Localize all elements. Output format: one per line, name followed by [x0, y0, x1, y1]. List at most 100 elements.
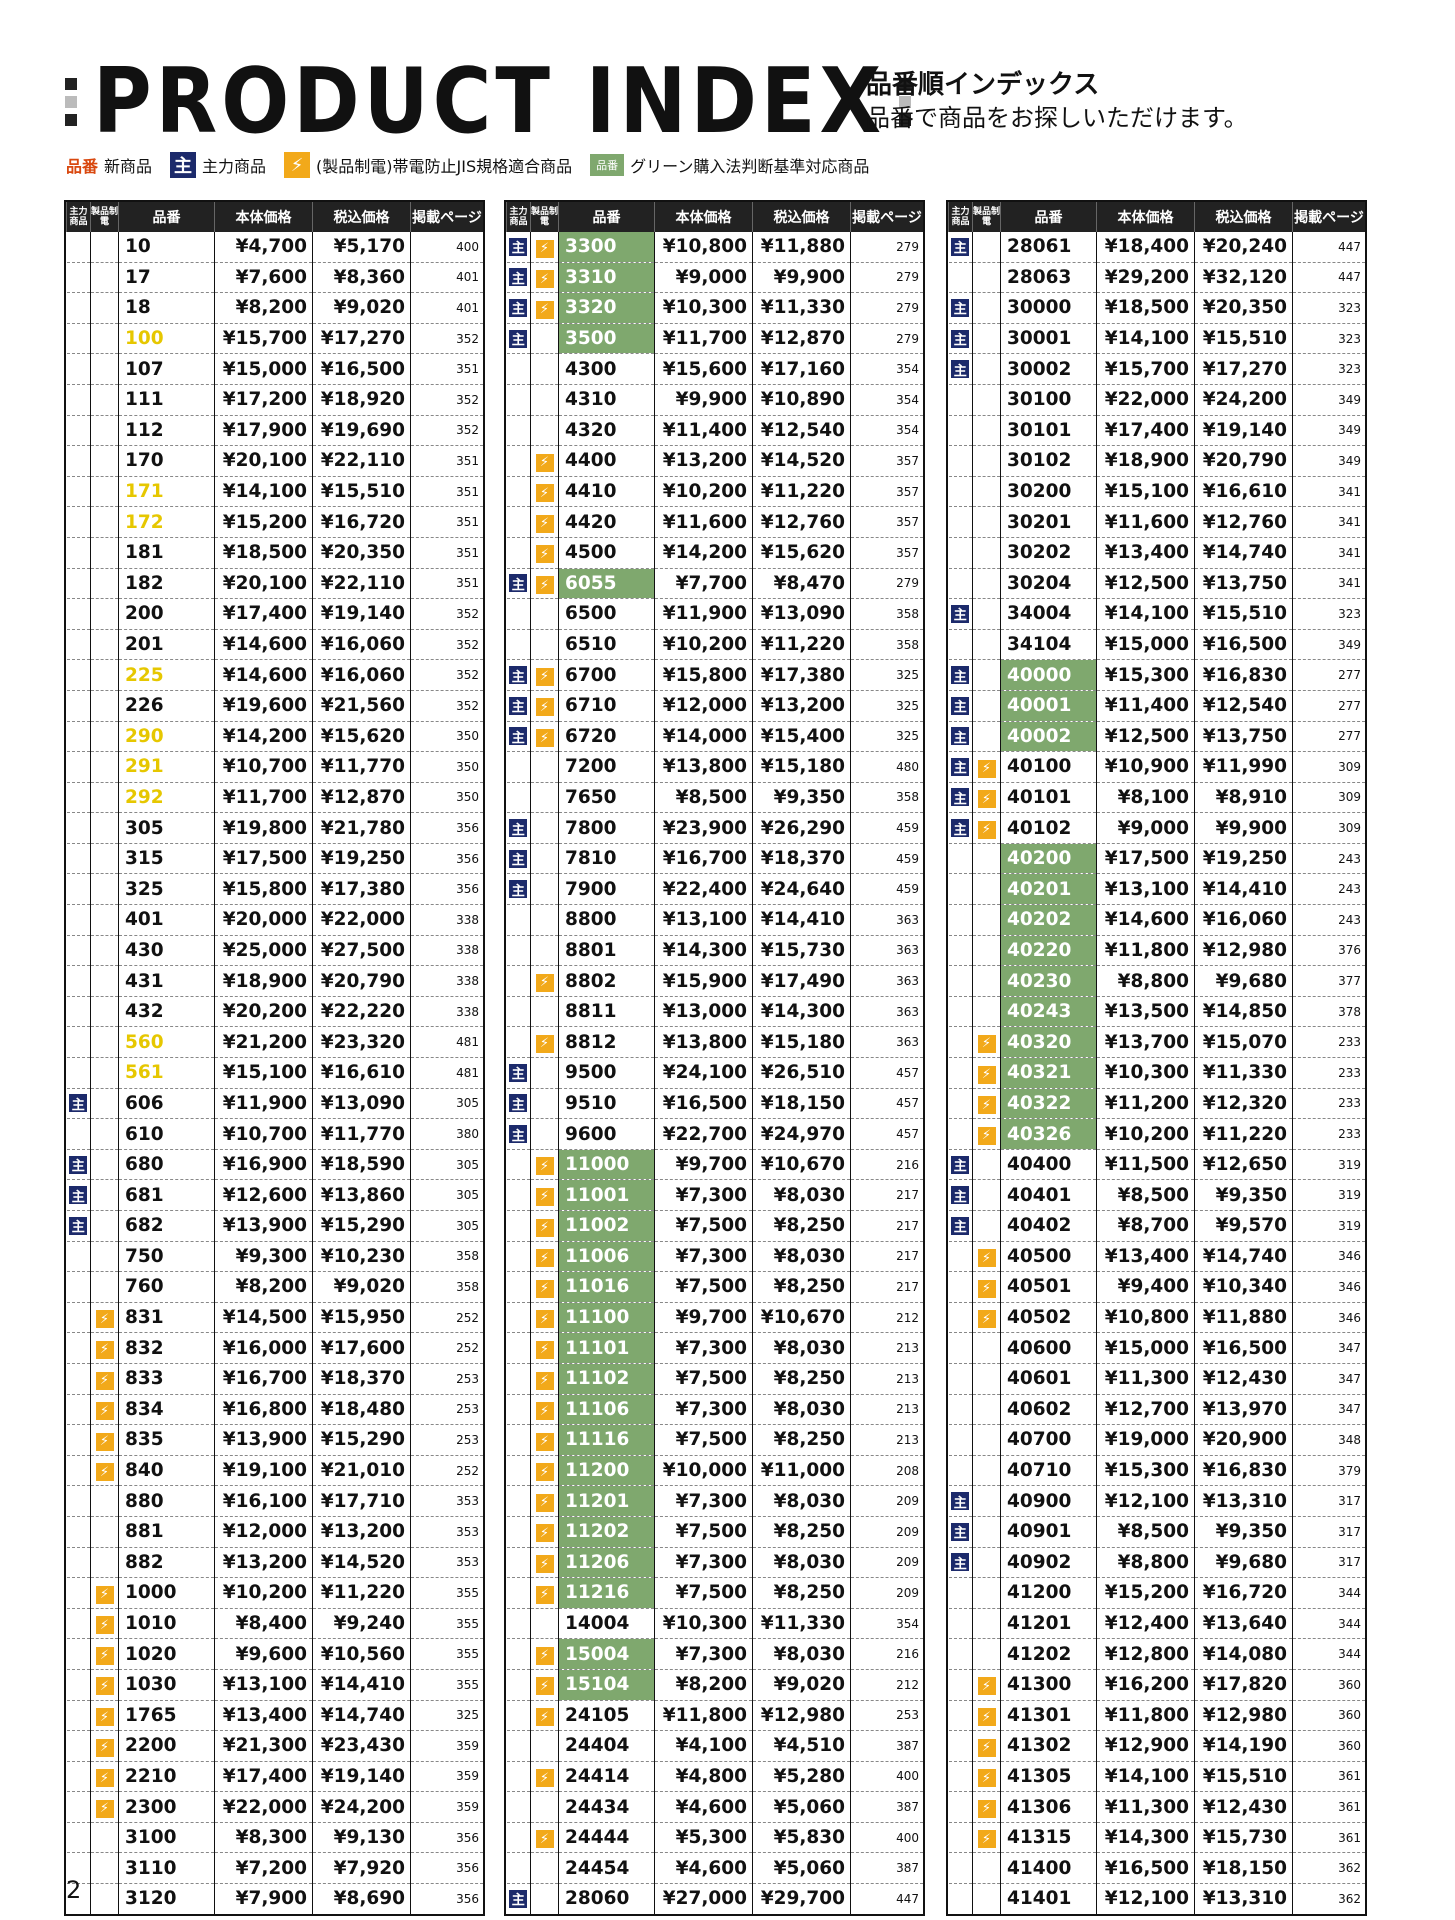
page-ref: 459 [850, 812, 923, 844]
static-cell: ⚡ [530, 1179, 559, 1211]
tax-price: ¥8,250 [752, 1271, 851, 1303]
tax-price: ¥16,500 [1194, 629, 1293, 661]
tax-price: ¥18,150 [1194, 1852, 1293, 1885]
base-price: ¥9,000 [1096, 812, 1195, 844]
main-cell [66, 1241, 91, 1273]
table-row: 3110 ¥7,200 ¥7,920 356 [66, 1852, 483, 1885]
base-price: ¥9,700 [654, 1149, 753, 1181]
main-cell [66, 1332, 91, 1364]
table-row: 主 ⚡ 6700 ¥15,800 ¥17,380 325 [506, 659, 923, 691]
product-code: 4320 [558, 415, 655, 447]
tax-price: ¥9,020 [312, 1271, 411, 1303]
base-price: ¥13,800 [654, 1026, 753, 1059]
product-code: 41202 [1000, 1638, 1097, 1670]
page-ref: 351 [410, 476, 483, 508]
base-price: ¥16,800 [214, 1394, 313, 1426]
legend-main-text: 主力商品 [202, 157, 267, 176]
table-row: 305 ¥19,800 ¥21,780 356 [66, 812, 483, 844]
product-code: 2210 [118, 1761, 215, 1793]
static-cell [530, 384, 559, 416]
page-ref: 377 [1292, 965, 1365, 997]
page-ref: 341 [1292, 476, 1365, 508]
base-price: ¥10,800 [654, 232, 753, 263]
page-ref: 356 [410, 843, 483, 875]
base-price: ¥10,800 [1096, 1302, 1195, 1334]
page-ref: 344 [1292, 1577, 1365, 1609]
static-cell [90, 843, 119, 875]
static-cell [90, 506, 119, 538]
main-product-icon: 主 [509, 1094, 528, 1113]
page-ref: 325 [850, 721, 923, 753]
base-price: ¥15,100 [214, 1057, 313, 1089]
page-ref: 349 [1292, 384, 1365, 416]
product-code: 1020 [118, 1638, 215, 1670]
main-cell [66, 568, 91, 600]
tax-price: ¥14,740 [1194, 537, 1293, 569]
static-cell: ⚡ [530, 232, 559, 263]
table-row: 10 ¥4,700 ¥5,170 400 [66, 232, 483, 263]
page-ref: 352 [410, 415, 483, 447]
lightning-icon: ⚡ [535, 1432, 554, 1451]
page-ref: 457 [850, 1118, 923, 1150]
page-ref: 209 [850, 1516, 923, 1548]
tax-price: ¥21,560 [312, 690, 411, 722]
base-price: ¥14,200 [214, 721, 313, 753]
base-price: ¥9,600 [214, 1638, 313, 1670]
static-cell [972, 996, 1001, 1028]
lightning-icon: ⚡ [535, 545, 554, 564]
tax-price: ¥11,770 [312, 751, 411, 783]
static-cell [90, 1026, 119, 1059]
product-code: 40502 [1000, 1302, 1097, 1334]
legend-new-mark: 品番 [66, 157, 99, 176]
main-cell [506, 1271, 531, 1303]
tax-price: ¥12,430 [1194, 1363, 1293, 1395]
main-cell [948, 1363, 973, 1395]
product-code: 40243 [1000, 996, 1097, 1028]
tax-price: ¥20,240 [1194, 232, 1293, 263]
main-product-icon: 主 [69, 1094, 88, 1113]
tax-price: ¥11,220 [312, 1577, 411, 1609]
main-cell [66, 1026, 91, 1059]
main-cell [948, 1302, 973, 1334]
lightning-icon: ⚡ [535, 698, 554, 717]
tax-price: ¥12,540 [1194, 690, 1293, 722]
product-code: 11116 [558, 1424, 655, 1456]
base-price: ¥13,200 [214, 1547, 313, 1579]
main-cell [948, 537, 973, 569]
base-price: ¥18,500 [214, 537, 313, 569]
static-cell: ⚡ [972, 1700, 1001, 1732]
table-row: ⚡ 24444 ¥5,300 ¥5,830 400 [506, 1822, 923, 1854]
table-row: ⚡ 835 ¥13,900 ¥15,290 253 [66, 1424, 483, 1456]
base-price: ¥8,200 [214, 1271, 313, 1303]
legend-new-text: 新商品 [104, 157, 153, 176]
static-cell [530, 812, 559, 844]
product-code: 34004 [1000, 598, 1097, 630]
main-cell: 主 [948, 1149, 973, 1181]
column-header-price: 本体価格 [654, 202, 753, 232]
table-row: 主 28060 ¥27,000 ¥29,700 447 [507, 1883, 923, 1914]
page-ref: 362 [1292, 1883, 1365, 1914]
tax-price: ¥22,110 [312, 568, 411, 600]
main-cell [506, 1210, 531, 1242]
base-price: ¥11,600 [1096, 506, 1195, 538]
base-price: ¥13,400 [1096, 537, 1195, 569]
tax-price: ¥16,060 [1194, 904, 1293, 936]
main-product-icon: 主 [509, 268, 528, 287]
page-ref: 243 [1292, 873, 1365, 906]
tax-price: ¥9,240 [312, 1608, 411, 1640]
table-row: 30204 ¥12,500 ¥13,750 341 [948, 568, 1365, 600]
main-cell [66, 659, 91, 691]
base-price: ¥5,300 [654, 1822, 753, 1854]
table-row: ⚡ 24105 ¥11,800 ¥12,980 253 [506, 1700, 923, 1732]
page-ref: 447 [850, 1883, 923, 1914]
product-code: 182 [118, 568, 215, 600]
tax-price: ¥13,750 [1194, 721, 1293, 753]
column-header-tax-price: 税込価格 [1194, 202, 1293, 232]
page-ref: 350 [410, 782, 483, 814]
main-cell: 主 [506, 1088, 531, 1120]
main-cell [66, 1822, 91, 1854]
product-code: 1030 [118, 1669, 215, 1701]
product-code: 11200 [558, 1455, 655, 1487]
lightning-icon: ⚡ [535, 1830, 554, 1849]
page-ref: 357 [850, 537, 923, 569]
